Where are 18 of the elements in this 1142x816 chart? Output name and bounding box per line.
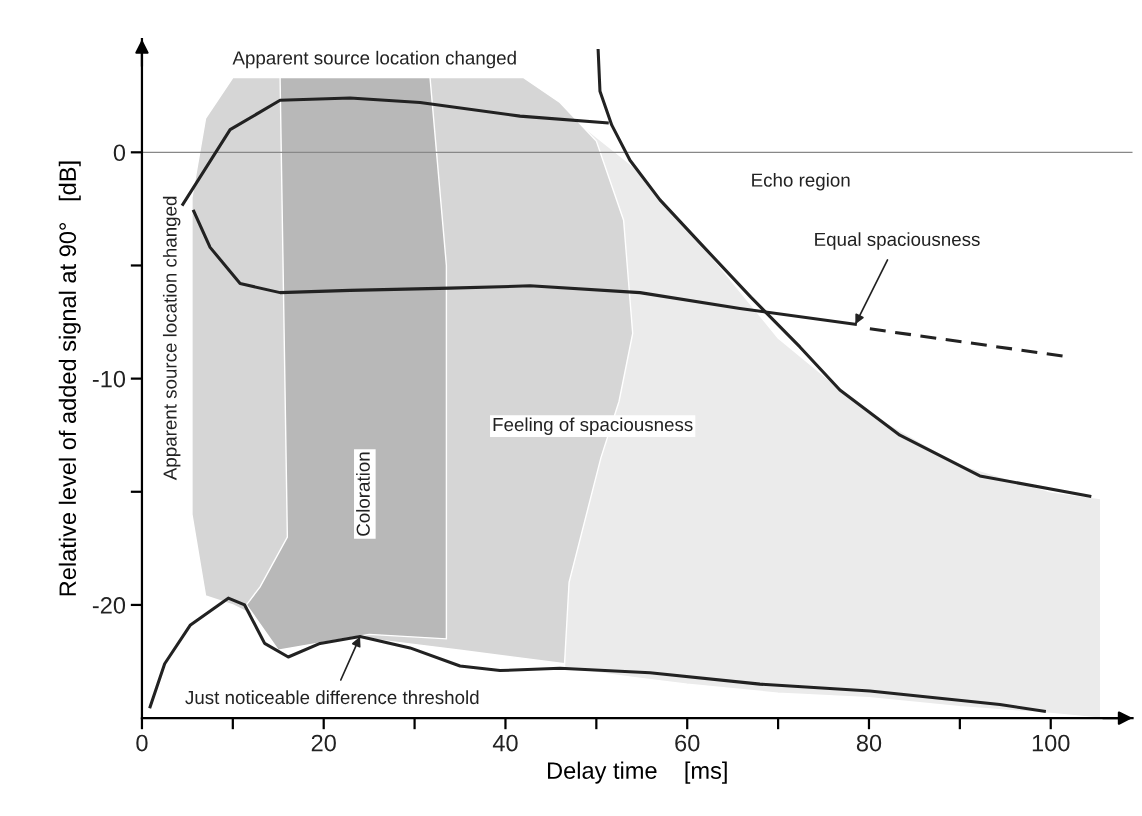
x-tick-label: 20 [311, 734, 336, 752]
x-tick-label: 40 [492, 734, 518, 752]
x-tick-label: 100 [1032, 734, 1070, 752]
x-tick-label: 80 [856, 734, 882, 752]
annotation: Feeling of spaciousness [493, 417, 693, 435]
annotation: Coloration [356, 452, 370, 536]
x-tick-label: 0 [136, 734, 148, 752]
annotation: Echo region [752, 173, 850, 191]
y-tick-label: -10 [92, 370, 126, 388]
annotation: Apparent source location changed [162, 196, 181, 481]
annotation: Just noticeable difference threshold [185, 690, 479, 705]
y-tick-label: -20 [92, 597, 126, 614]
x-axis-title: Delay time [ms] [548, 761, 727, 784]
x-tick-label: 60 [675, 734, 700, 752]
annotation: Equal spaciousness [815, 232, 980, 250]
y-tick-label: 0 [113, 144, 126, 162]
annotation: Apparent source location changed [232, 50, 516, 69]
y-axis-title: Relative level of added signal at 90° [dB] [58, 161, 81, 596]
